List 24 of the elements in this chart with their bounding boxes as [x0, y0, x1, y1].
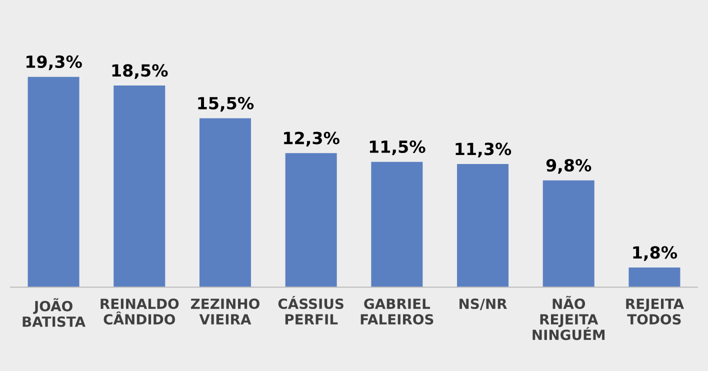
data-label: 11,5% — [370, 140, 426, 156]
x-tick-label: NS/NR — [460, 298, 507, 310]
x-tick-label: ZEZINHO VIEIRA — [190, 298, 260, 324]
data-label: 11,3% — [456, 142, 512, 158]
data-label: 18,5% — [112, 64, 168, 79]
bar — [457, 164, 509, 288]
bar — [199, 118, 251, 288]
x-tick-label: CÁSSIUS PERFIL — [278, 296, 344, 324]
bar — [628, 268, 680, 288]
data-label: 1,8% — [633, 246, 678, 261]
x-tick-label: GABRIEL FALEIROS — [360, 298, 434, 325]
x-tick-label: NÃO REJEITA NINGUÉM — [532, 296, 605, 340]
bar — [28, 76, 80, 288]
x-tick-label: REJEITA TODOS — [626, 298, 684, 325]
data-label: 15,5% — [198, 96, 254, 112]
x-tick-label: JOÃO BATISTA — [22, 298, 86, 327]
bar — [285, 153, 337, 288]
bar — [542, 180, 594, 288]
data-label: 9,8% — [546, 158, 592, 174]
x-tick-label: REINALDO CÂNDIDO — [100, 298, 179, 325]
data-label: 12,3% — [284, 132, 340, 146]
bar — [114, 86, 166, 288]
data-label: 19,3% — [26, 55, 82, 70]
bar — [371, 162, 423, 288]
